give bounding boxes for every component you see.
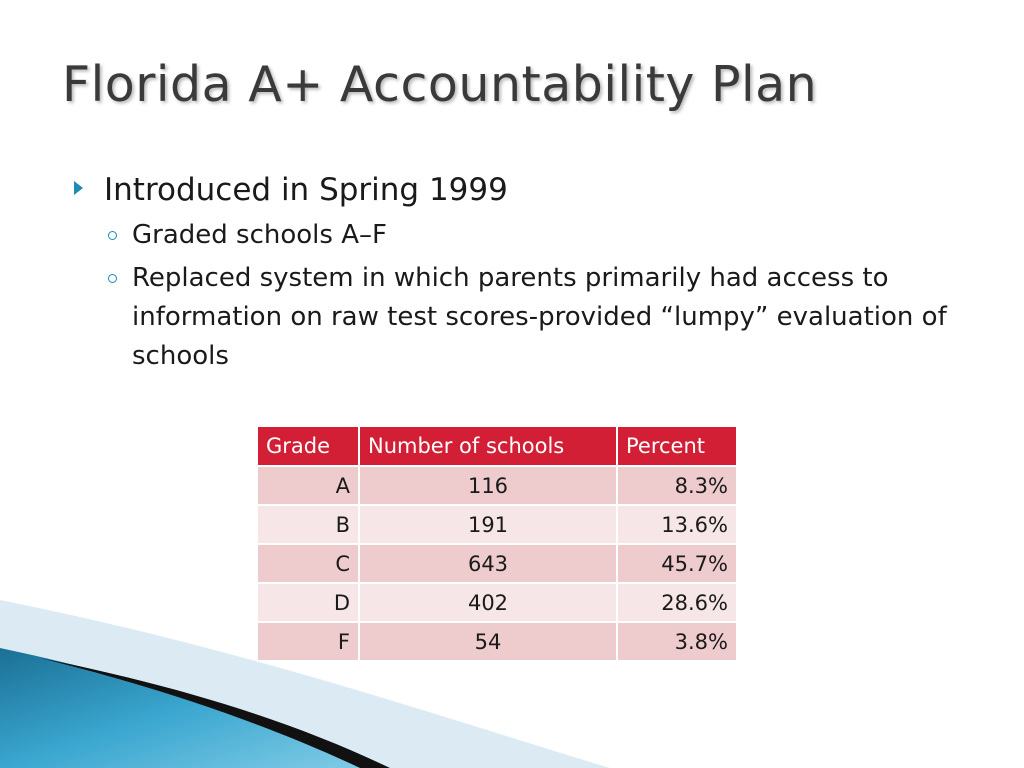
cell-grade: D xyxy=(256,582,360,623)
cell-count: 54 xyxy=(358,621,618,662)
header-percent: Percent xyxy=(616,425,738,467)
cell-count: 191 xyxy=(358,504,618,545)
triangle-bullet-icon xyxy=(74,181,83,195)
cell-grade: F xyxy=(256,621,360,662)
cell-percent: 45.7% xyxy=(616,543,738,584)
bullet-main-text: Introduced in Spring 1999 xyxy=(104,172,508,208)
sub-bullet: Replaced system in which parents primari… xyxy=(72,259,972,376)
cell-percent: 13.6% xyxy=(616,504,738,545)
cell-grade: A xyxy=(256,465,360,506)
header-number-of-schools: Number of schools xyxy=(358,425,618,467)
bullet-list: Introduced in Spring 1999 Graded schools… xyxy=(72,168,972,376)
circle-bullet-icon xyxy=(108,231,117,240)
cell-count: 116 xyxy=(358,465,618,506)
sub-bullet-text: Replaced system in which parents primari… xyxy=(132,263,947,371)
table-header-row: Grade Number of schools Percent xyxy=(256,425,738,467)
grade-distribution-table: Grade Number of schools Percent A 116 8.… xyxy=(256,425,738,662)
cell-grade: C xyxy=(256,543,360,584)
table-row: C 643 45.7% xyxy=(256,543,738,584)
cell-count: 643 xyxy=(358,543,618,584)
table-row: B 191 13.6% xyxy=(256,504,738,545)
cell-grade: B xyxy=(256,504,360,545)
sub-bullet: Graded schools A–F xyxy=(72,216,972,255)
cell-percent: 3.8% xyxy=(616,621,738,662)
table-row: A 116 8.3% xyxy=(256,465,738,506)
cell-percent: 28.6% xyxy=(616,582,738,623)
circle-bullet-icon xyxy=(108,274,117,283)
sub-bullet-text: Graded schools A–F xyxy=(132,220,387,250)
cell-count: 402 xyxy=(358,582,618,623)
header-grade: Grade xyxy=(256,425,360,467)
cell-percent: 8.3% xyxy=(616,465,738,506)
table-row: D 402 28.6% xyxy=(256,582,738,623)
slide-title: Florida A+ Accountability Plan xyxy=(62,56,818,113)
bullet-main: Introduced in Spring 1999 xyxy=(72,168,972,212)
table-row: F 54 3.8% xyxy=(256,621,738,662)
